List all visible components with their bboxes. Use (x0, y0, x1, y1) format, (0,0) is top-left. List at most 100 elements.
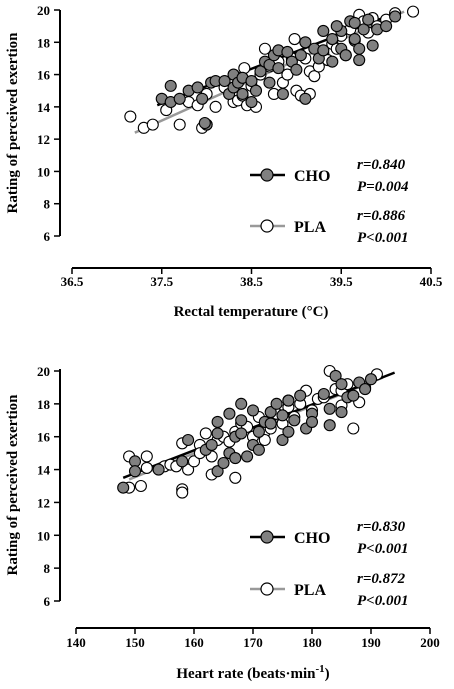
data-point-cho (282, 425, 295, 438)
data-point-cho (196, 92, 209, 105)
data-point-cho (263, 76, 276, 89)
legend-marker-pla (260, 582, 274, 596)
x-axis-title: Heart rate (beats·min-1) (176, 663, 329, 682)
data-point-pla (124, 110, 137, 123)
y-tick-label: 10 (37, 164, 50, 179)
data-point-cho (235, 414, 248, 427)
data-point-cho (198, 116, 211, 130)
data-point-cho (380, 20, 393, 33)
data-point-pla (288, 33, 301, 46)
stat-p-pla: P<0.001 (357, 593, 408, 609)
data-point-cho (281, 45, 294, 59)
data-point-cho (173, 92, 186, 105)
x-tick-label: 40.5 (420, 274, 443, 289)
data-point-cho (241, 450, 254, 463)
data-point-cho (211, 427, 224, 440)
data-point-cho (235, 427, 248, 440)
y-axis-title: Rating of perceived exertion (5, 32, 21, 214)
data-point-cho (326, 33, 339, 46)
x-tick-group: 36.5 37.5 38.5 39.5 40.5 (61, 268, 443, 289)
data-point-pla (199, 427, 212, 440)
y-tick-label: 18 (37, 35, 51, 50)
x-axis-title: Rectal temperature (°C) (174, 304, 329, 320)
data-point-cho (335, 378, 348, 391)
data-point-group (117, 364, 383, 499)
data-point-cho (211, 465, 224, 478)
data-point-pla (140, 450, 153, 463)
legend-marker-cho (260, 168, 274, 182)
data-point-cho (317, 387, 330, 401)
x-tick-label: 38.5 (240, 274, 263, 289)
data-point-cho (176, 455, 189, 468)
data-point-cho (299, 92, 312, 105)
data-point-pla (146, 118, 159, 131)
stat-r-pla: r=0.886 (357, 208, 406, 224)
data-point-cho (246, 404, 260, 417)
data-point-cho (339, 49, 352, 62)
y-tick-label: 16 (37, 430, 51, 445)
data-point-cho (353, 42, 366, 55)
x-tick-label: 180 (302, 635, 322, 650)
legend-label-pla: PLA (294, 219, 326, 236)
y-tick-label: 16 (37, 68, 51, 83)
data-point-pla (182, 463, 195, 476)
data-point-cho (245, 74, 258, 88)
data-point-cho (235, 397, 248, 410)
data-point-cho (329, 369, 342, 382)
stat-r-pla: r=0.872 (357, 571, 406, 587)
y-tick-label: 14 (37, 100, 51, 115)
data-point-cho (229, 452, 242, 465)
data-point-cho (288, 414, 301, 427)
data-point-cho (152, 463, 165, 476)
data-point-cho (117, 481, 130, 494)
data-point-pla (258, 42, 272, 55)
data-point-cho (264, 417, 277, 430)
data-point-pla (176, 486, 189, 499)
data-point-cho (223, 407, 236, 420)
data-point-cho (272, 62, 285, 75)
data-point-cho (305, 415, 319, 428)
y-axis-title: Rating of perceived exertion (5, 394, 21, 576)
data-point-cho (317, 44, 330, 57)
data-point-cho (205, 438, 218, 451)
y-tick-label: 10 (37, 528, 50, 543)
chart-panel-rectal-temperature: 6 8 10 12 14 16 18 20 36.5 37.5 38.5 39.5 40.5 Rati… (5, 3, 443, 320)
y-tick-group: 6 8 10 12 14 16 18 20 (37, 364, 60, 609)
data-point-group (124, 5, 420, 134)
legend: CHO r=0.840 P=0.004 PLA r=0.886 P<0.001 (250, 157, 409, 246)
stat-r-cho: r=0.840 (357, 157, 406, 173)
data-point-cho (347, 389, 360, 402)
data-point-cho (362, 13, 375, 26)
data-point-cho (290, 63, 303, 76)
data-point-cho (294, 389, 307, 402)
data-point-cho (245, 95, 258, 109)
stat-r-cho: r=0.830 (357, 519, 406, 535)
x-axis-title-close: ) (325, 666, 330, 682)
data-point-pla (140, 461, 153, 474)
y-tick-label: 20 (37, 364, 50, 379)
data-point-pla (258, 433, 271, 447)
y-tick-label: 6 (44, 594, 51, 609)
x-tick-label: 37.5 (150, 274, 173, 289)
data-point-cho (299, 36, 312, 49)
data-point-cho (348, 33, 361, 46)
data-point-cho (330, 20, 343, 33)
y-tick-label: 12 (37, 495, 50, 510)
data-point-cho (252, 425, 265, 438)
data-point-cho (364, 373, 378, 386)
data-point-cho (276, 409, 289, 422)
x-axis-title-superscript: -1 (315, 663, 324, 675)
data-point-cho (353, 53, 366, 67)
data-point-cho (128, 465, 142, 478)
data-point-pla (229, 471, 242, 484)
data-point-cho (182, 433, 195, 447)
data-point-pla (347, 422, 360, 435)
data-point-cho (359, 383, 372, 396)
data-point-cho (276, 433, 289, 447)
data-point-cho (357, 23, 370, 36)
data-point-pla (187, 455, 201, 468)
data-point-cho (389, 10, 402, 23)
y-tick-label: 6 (44, 229, 51, 244)
y-tick-group: 6 8 10 12 14 16 18 20 (37, 3, 60, 244)
legend-label-cho: CHO (294, 168, 330, 185)
